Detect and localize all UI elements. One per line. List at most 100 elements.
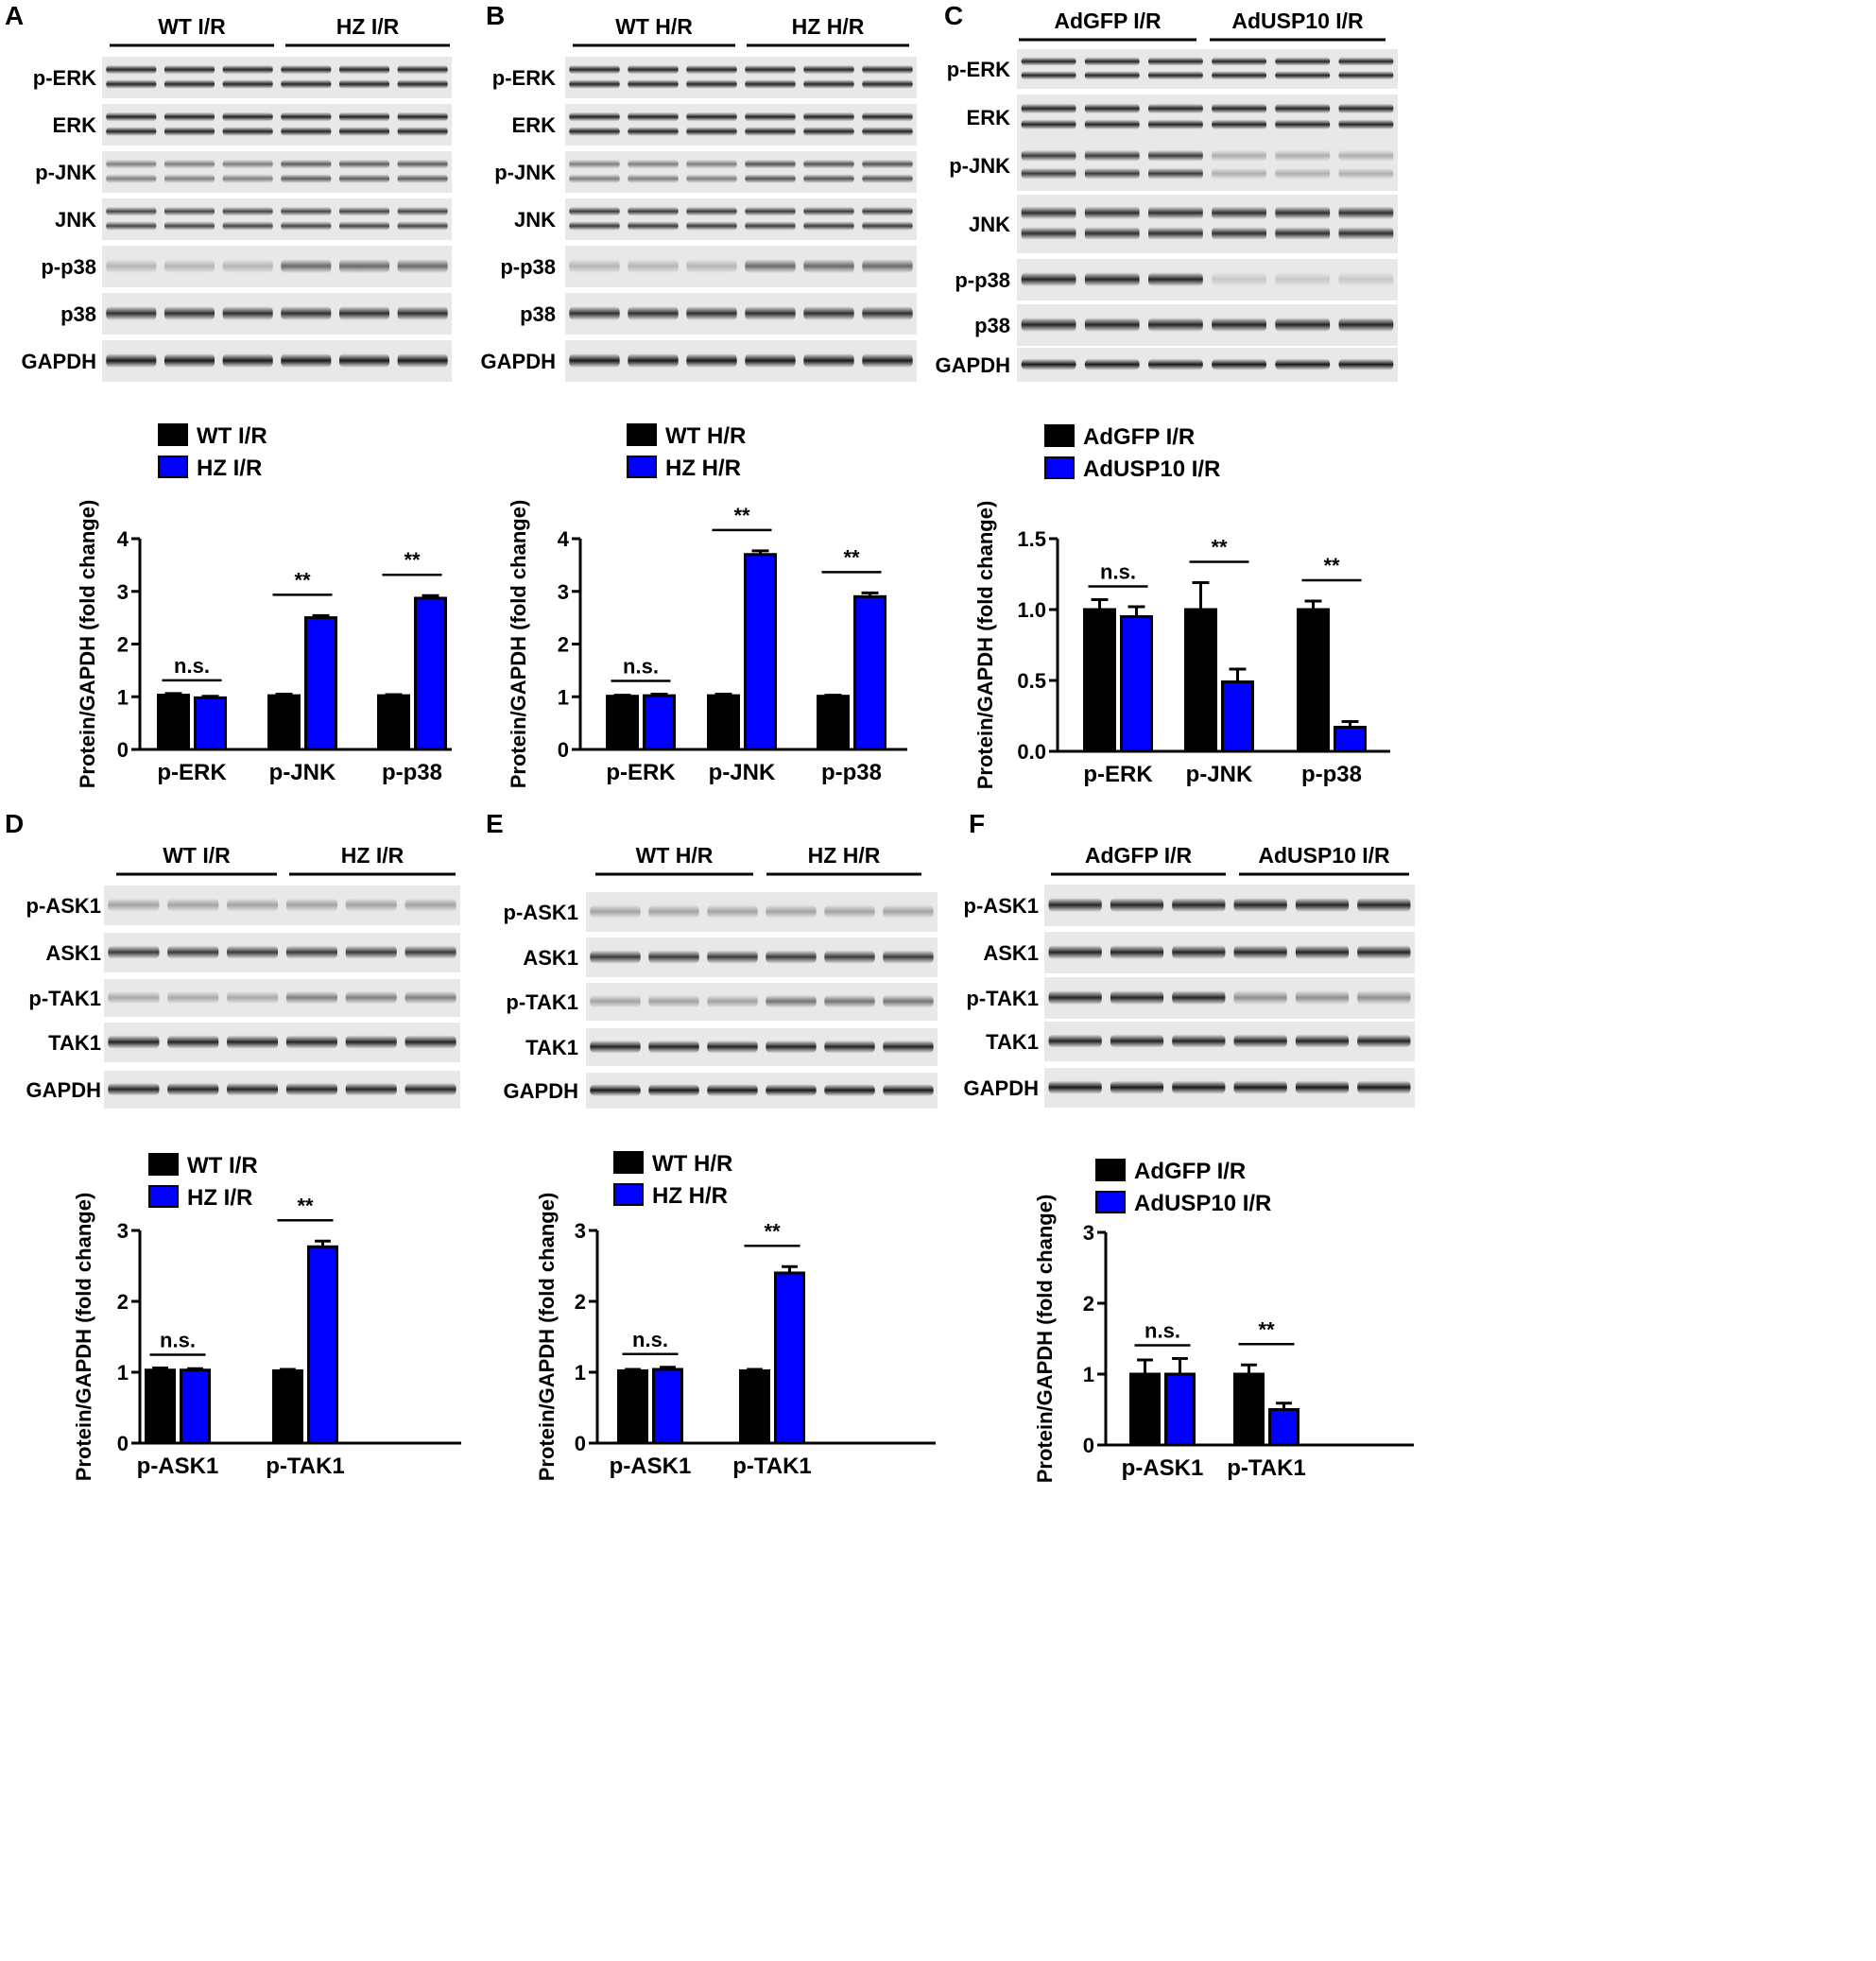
blot-band [1172, 945, 1226, 960]
blot-row: p-TAK1 [966, 977, 1415, 1019]
bar-p-tak1-treated [774, 1271, 805, 1445]
bar-chart-f: AdGFP I/R AdUSP10 I/R Protein/GAPDH (fold … [1033, 1159, 1414, 1483]
blot-strip [586, 892, 938, 932]
significance-label: ** [733, 504, 750, 527]
blot-band [707, 1040, 758, 1054]
blot-band [404, 1082, 456, 1096]
legend-label: AdGFP I/R [1083, 424, 1195, 450]
protein-label: p-p38 [500, 255, 556, 279]
y-tick-label: 2 [558, 633, 569, 657]
significance-label: n.s. [1145, 1319, 1180, 1343]
blot-band [569, 259, 620, 274]
protein-label: ASK1 [983, 941, 1039, 965]
blot-band [281, 221, 332, 231]
blot-band [397, 79, 448, 89]
blot-band [569, 221, 620, 231]
y-tick-label: 0 [575, 1432, 586, 1455]
legend-swatch [148, 1185, 179, 1208]
blot-strip [104, 1023, 460, 1062]
blot-panel-f: F AdGFP I/R AdUSP10 I/R p-ASK1 ASK1 p-TAK1 TAK… [964, 809, 1415, 1108]
blot-band [1172, 898, 1226, 913]
protein-label: p38 [520, 302, 556, 326]
blot-band [397, 221, 448, 231]
blot-band [862, 127, 913, 136]
blot-band [285, 945, 337, 959]
blot-band [1084, 318, 1140, 333]
blot-band [1084, 57, 1140, 66]
y-tick-label: 4 [558, 527, 570, 551]
blot-band [106, 259, 157, 274]
blot-band [164, 127, 215, 136]
blot-band [345, 898, 397, 912]
x-tick-label: p-TAK1 [732, 1454, 812, 1479]
blot-band [1338, 119, 1394, 129]
y-tick-label: 3 [1083, 1221, 1094, 1245]
blot-strip [1017, 140, 1398, 191]
blot-band [803, 353, 854, 369]
blot-band [803, 159, 854, 169]
blot-band [569, 112, 620, 122]
blot-band [345, 1035, 397, 1049]
blot-band [1338, 318, 1394, 333]
blot-band [167, 1035, 219, 1049]
blot-band [803, 221, 854, 231]
blot-strip [565, 340, 917, 382]
blot-band [628, 174, 679, 183]
panel-letter: D [5, 809, 24, 838]
blot-row: p-ASK1 [26, 886, 460, 925]
blot-strip [565, 246, 917, 287]
blot-band [1275, 119, 1331, 129]
y-tick-label: 3 [117, 1219, 129, 1243]
blot-band [108, 1035, 160, 1049]
blot-band [862, 353, 913, 369]
blot-band [1148, 71, 1203, 80]
blot-band [108, 945, 160, 959]
blot-strip [1044, 1022, 1415, 1061]
blot-band [222, 221, 273, 231]
bar-p-p38-control [817, 695, 850, 751]
y-tick-label: 3 [117, 580, 129, 604]
protein-label: p-TAK1 [28, 987, 101, 1010]
blot-band [1295, 945, 1350, 960]
blot-band [167, 990, 219, 1005]
blot-band [1021, 206, 1076, 220]
protein-label: GAPDH [504, 1079, 578, 1103]
blot-band [862, 64, 913, 75]
legend-swatch [627, 456, 657, 478]
protein-label: p-JNK [949, 154, 1010, 178]
blot-band [883, 1084, 934, 1097]
blot-row: p-ERK [492, 57, 917, 98]
legend-swatch [627, 423, 657, 446]
blot-band [397, 127, 448, 136]
blot-band [745, 221, 796, 231]
y-tick-label: 1 [558, 685, 569, 709]
blot-band [648, 950, 699, 964]
significance-label: n.s. [623, 654, 659, 678]
blot-strip [1044, 885, 1415, 926]
blot-band [628, 306, 679, 321]
blot-band [1110, 990, 1164, 1006]
blot-row: p-ASK1 [964, 885, 1415, 926]
blot-band [106, 306, 157, 321]
blot-band [648, 1040, 699, 1054]
group-label: WT I/R [158, 14, 226, 39]
blot-band [1021, 149, 1076, 162]
blot-strip [1017, 348, 1398, 382]
blot-band [1084, 206, 1140, 220]
blot-band [397, 206, 448, 216]
blot-band [1148, 272, 1203, 287]
blot-band [281, 306, 332, 321]
blot-band [1110, 945, 1164, 960]
blot-row: p-p38 [41, 246, 452, 287]
bar-chart-e: WT H/R HZ H/R Protein/GAPDH (fold change) 0… [535, 1151, 936, 1481]
blot-band [167, 898, 219, 912]
bar-p-ask1-treated [652, 1368, 683, 1445]
legend-label: AdUSP10 I/R [1134, 1191, 1271, 1216]
blot-strip [104, 933, 460, 972]
blot-band [1172, 1080, 1226, 1094]
y-axis-label: Protein/GAPDH (fold change) [72, 1193, 95, 1482]
blot-band [569, 159, 620, 169]
blot-row: p-p38 [500, 246, 917, 287]
blot-band [404, 1035, 456, 1049]
blot-band [1212, 358, 1266, 370]
